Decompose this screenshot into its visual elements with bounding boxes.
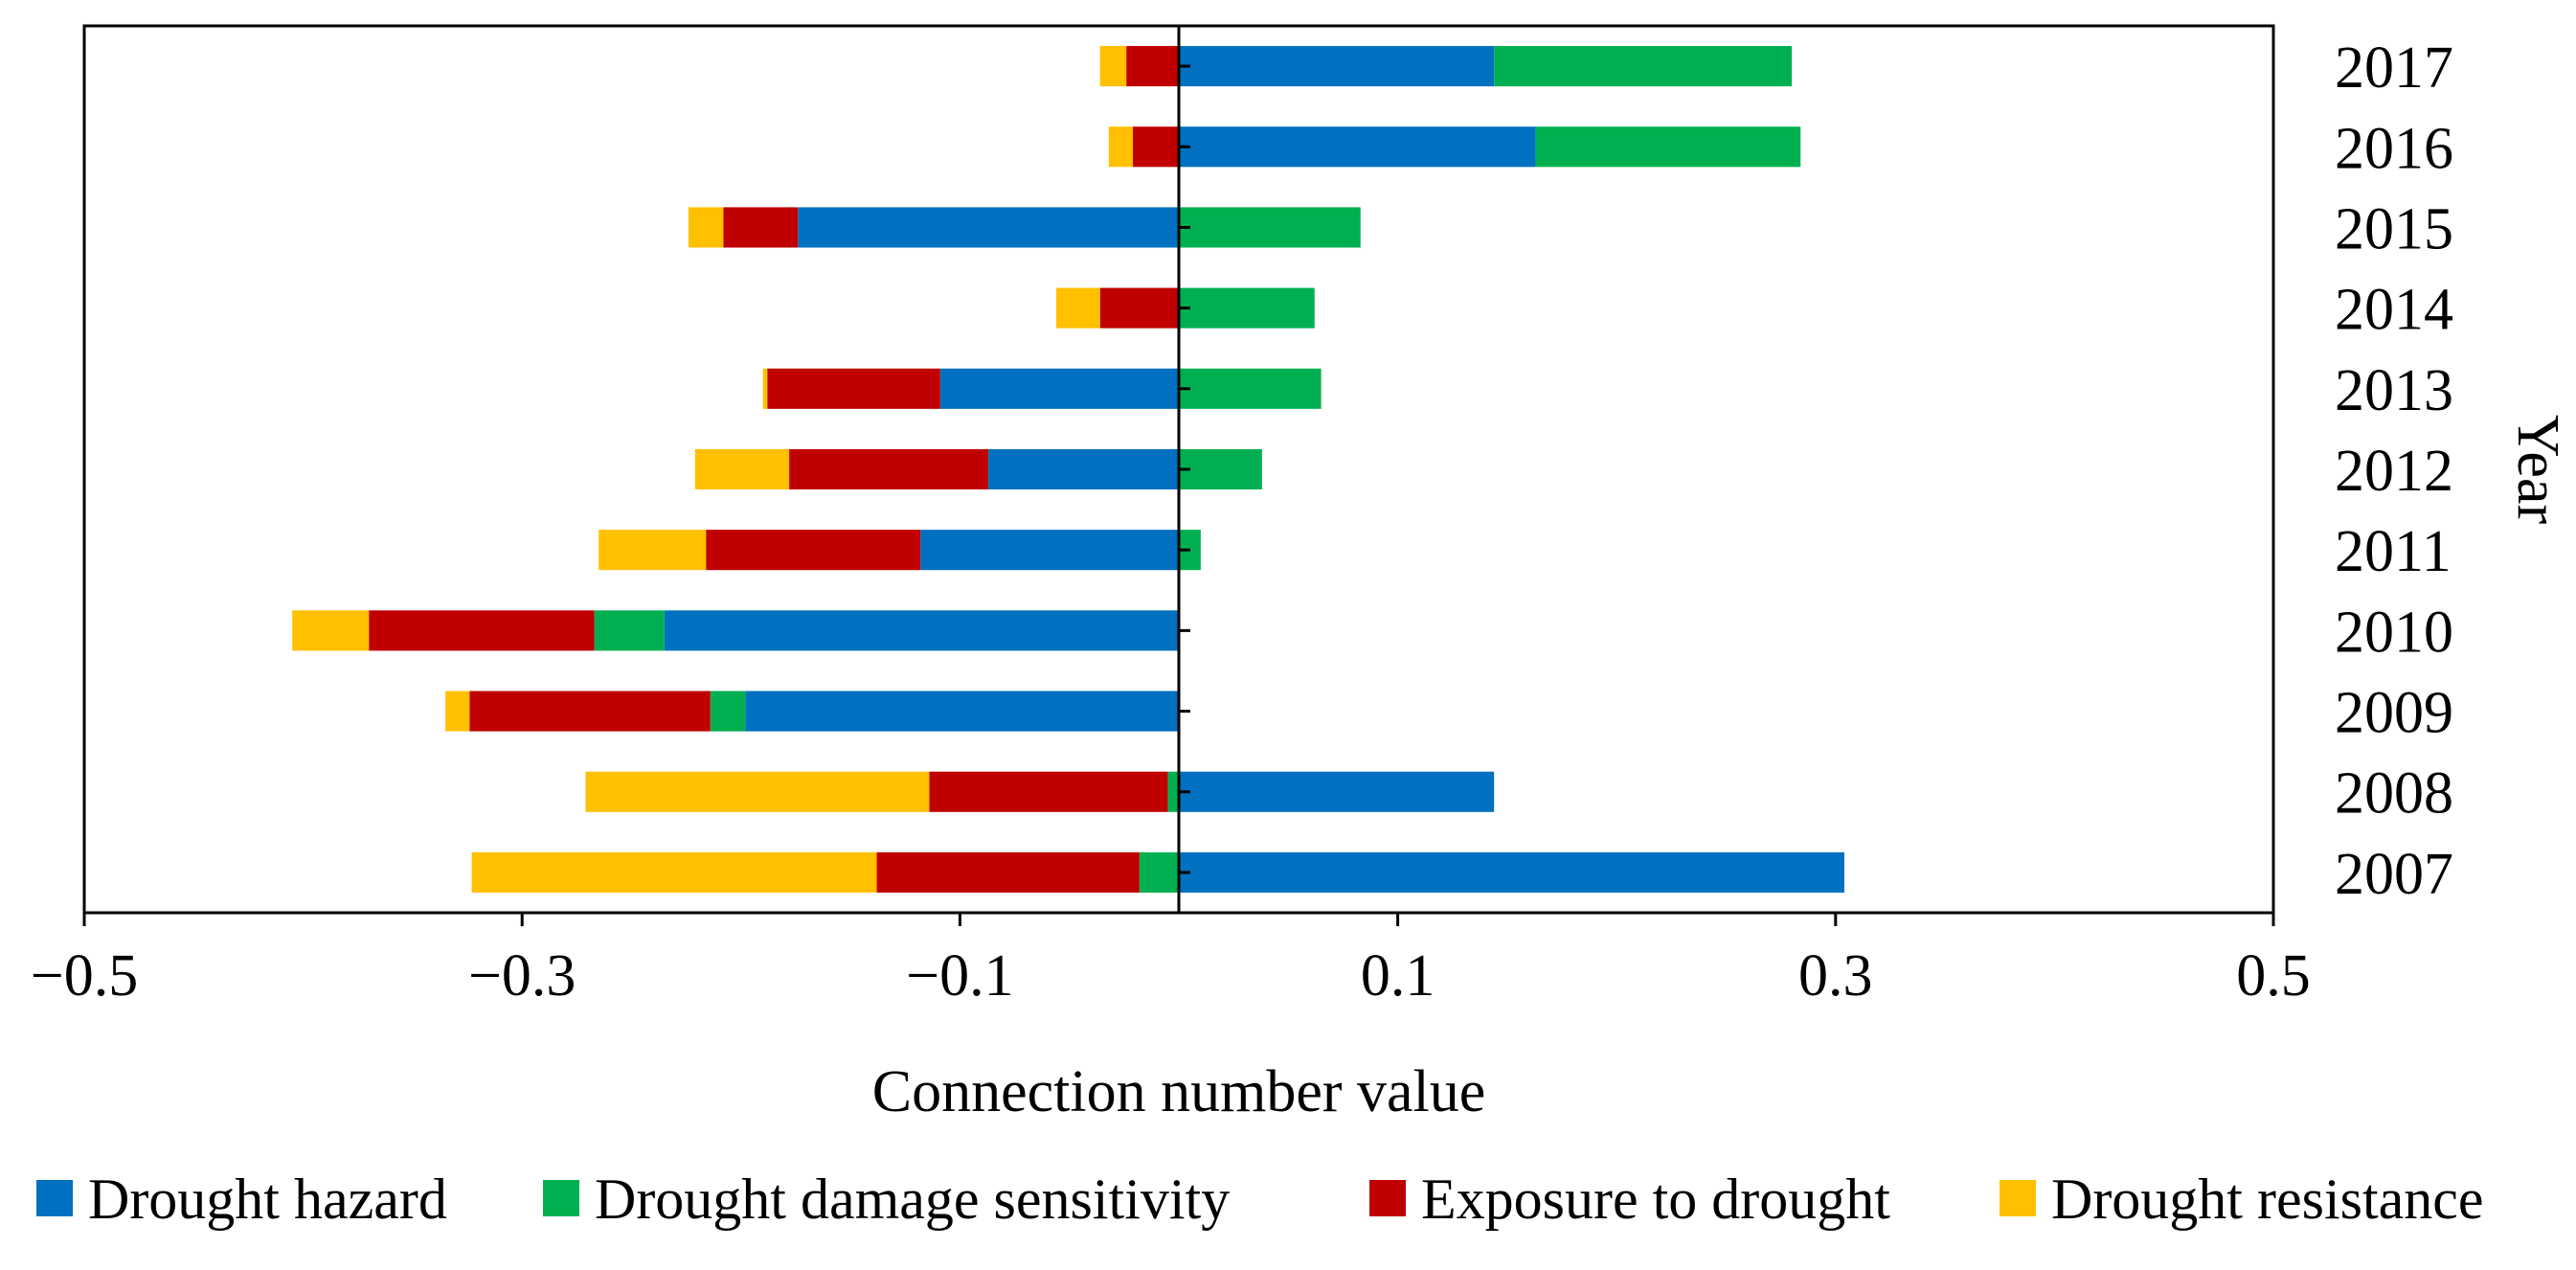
bar-2015-drought-resistance bbox=[688, 207, 724, 248]
bar-2009-drought-damage-sensitivity bbox=[710, 691, 746, 732]
legend-label-drought-hazard: Drought hazard bbox=[88, 1168, 447, 1231]
legend-swatch-drought-hazard bbox=[36, 1180, 73, 1216]
bar-2016-drought-hazard bbox=[1179, 126, 1536, 168]
bar-2017-drought-hazard bbox=[1179, 46, 1495, 87]
bars-layer bbox=[292, 46, 1844, 893]
bar-2012-exposure-to-drought bbox=[789, 448, 989, 490]
bar-2009-exposure-to-drought bbox=[469, 691, 711, 732]
y-tick-label: 2012 bbox=[2335, 439, 2453, 504]
bar-2016-exposure-to-drought bbox=[1132, 126, 1179, 168]
legend-label-exposure-to-drought: Exposure to drought bbox=[1421, 1168, 1890, 1231]
bar-2007-exposure-to-drought bbox=[876, 851, 1140, 893]
bar-2014-drought-damage-sensitivity bbox=[1179, 287, 1315, 329]
legend-label-drought-damage-sensitivity: Drought damage sensitivity bbox=[595, 1168, 1230, 1231]
y-axis-ticks: 2017 2016 2015 2014 2013 2012 2011 2010 2009 2008… bbox=[1179, 35, 2453, 907]
bar-2011-exposure-to-drought bbox=[706, 530, 921, 571]
bar-2008-drought-hazard bbox=[1179, 771, 1495, 812]
legend: Drought hazard Drought damage sensitivity… bbox=[36, 1168, 2484, 1231]
bar-2013-drought-damage-sensitivity bbox=[1179, 368, 1322, 409]
bar-2008-drought-resistance bbox=[585, 771, 930, 812]
legend-swatch-drought-resistance bbox=[2000, 1180, 2036, 1216]
bar-2011-drought-resistance bbox=[599, 530, 707, 571]
bar-2008-exposure-to-drought bbox=[929, 771, 1168, 812]
bar-2010-exposure-to-drought bbox=[369, 610, 595, 651]
x-tick-label: 0.5 bbox=[2236, 943, 2311, 1009]
bar-2017-drought-resistance bbox=[1099, 46, 1127, 87]
x-tick-label: −0.5 bbox=[31, 943, 138, 1009]
y-tick-label: 2014 bbox=[2335, 278, 2453, 343]
bar-2015-drought-hazard bbox=[798, 207, 1179, 248]
bar-2011-drought-hazard bbox=[920, 530, 1179, 571]
bar-2017-drought-damage-sensitivity bbox=[1494, 46, 1793, 87]
legend-swatch-exposure-to-drought bbox=[1369, 1180, 1406, 1216]
bar-2013-exposure-to-drought bbox=[767, 368, 940, 409]
bar-2016-drought-damage-sensitivity bbox=[1535, 126, 1801, 168]
y-tick-label: 2008 bbox=[2335, 761, 2453, 827]
y-tick-label: 2013 bbox=[2335, 358, 2453, 423]
y-tick-label: 2009 bbox=[2335, 681, 2453, 746]
y-tick-label: 2015 bbox=[2335, 196, 2453, 261]
bar-2012-drought-resistance bbox=[694, 448, 790, 490]
bar-2008-drought-damage-sensitivity bbox=[1167, 771, 1179, 812]
x-tick-label: 0.1 bbox=[1361, 943, 1435, 1009]
legend-swatch-drought-damage-sensitivity bbox=[543, 1180, 579, 1216]
x-axis-ticks: −0.5 −0.3 −0.1 0.1 0.3 0.5 bbox=[31, 913, 2311, 1009]
bar-2012-drought-hazard bbox=[988, 448, 1179, 490]
bar-2016-drought-resistance bbox=[1108, 126, 1133, 168]
bar-2007-drought-resistance bbox=[471, 851, 877, 893]
bar-2009-drought-resistance bbox=[445, 691, 470, 732]
bar-2015-drought-damage-sensitivity bbox=[1179, 207, 1361, 248]
bar-2014-drought-resistance bbox=[1055, 287, 1100, 329]
bar-2007-drought-damage-sensitivity bbox=[1139, 851, 1179, 893]
bar-2015-exposure-to-drought bbox=[723, 207, 799, 248]
x-tick-label: −0.3 bbox=[468, 943, 576, 1009]
y-tick-label: 2010 bbox=[2335, 600, 2453, 665]
bar-2010-drought-hazard bbox=[664, 610, 1179, 651]
x-axis-title: Connection number value bbox=[872, 1059, 1486, 1124]
x-tick-label: −0.1 bbox=[906, 943, 1013, 1009]
bar-2007-drought-hazard bbox=[1179, 851, 1844, 893]
bar-2013-drought-resistance bbox=[762, 368, 768, 409]
bar-2010-drought-damage-sensitivity bbox=[594, 610, 665, 651]
y-tick-label: 2017 bbox=[2335, 35, 2453, 101]
bar-2017-exposure-to-drought bbox=[1126, 46, 1179, 87]
y-tick-label: 2016 bbox=[2335, 116, 2453, 181]
bar-2014-exposure-to-drought bbox=[1099, 287, 1179, 329]
y-tick-label: 2007 bbox=[2335, 842, 2453, 907]
y-axis-title: Year bbox=[2505, 415, 2570, 525]
x-tick-label: 0.3 bbox=[1798, 943, 1873, 1009]
legend-label-drought-resistance: Drought resistance bbox=[2051, 1168, 2484, 1231]
bar-2012-drought-damage-sensitivity bbox=[1179, 448, 1262, 490]
y-tick-label: 2011 bbox=[2335, 519, 2452, 584]
bar-2013-drought-hazard bbox=[939, 368, 1179, 409]
bar-2010-drought-resistance bbox=[292, 610, 370, 651]
bar-2009-drought-hazard bbox=[745, 691, 1179, 732]
